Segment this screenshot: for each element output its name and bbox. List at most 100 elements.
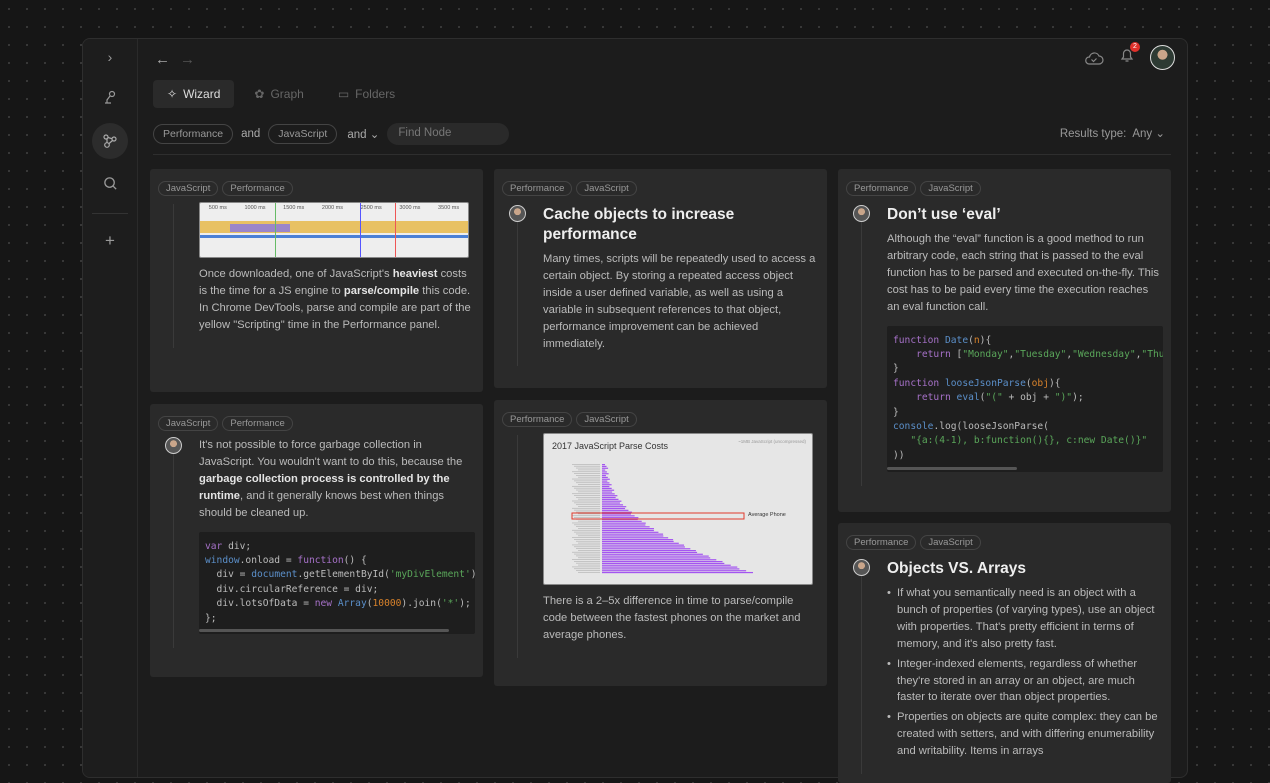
author-avatar bbox=[853, 205, 870, 222]
bar-label bbox=[572, 515, 600, 517]
bar-label bbox=[578, 476, 600, 478]
graph-icon: ✿ bbox=[254, 87, 265, 101]
chevron-down-icon: ⌄ bbox=[369, 129, 380, 141]
bar-label bbox=[572, 464, 600, 465]
filter-tag-performance[interactable]: Performance bbox=[153, 124, 234, 144]
tab-wizard[interactable]: ✧ Wizard bbox=[153, 80, 235, 108]
notifications-button[interactable]: 2 bbox=[1120, 42, 1140, 68]
bar bbox=[602, 511, 632, 513]
bar-label bbox=[578, 513, 600, 515]
tag[interactable]: JavaScript bbox=[576, 181, 637, 196]
bar-label bbox=[576, 511, 600, 513]
search-nav-button[interactable] bbox=[92, 165, 128, 201]
bar-label bbox=[578, 550, 600, 551]
text: , and it generally knows best when thing… bbox=[199, 489, 445, 519]
bar-label bbox=[572, 529, 600, 531]
bar-label bbox=[572, 522, 600, 524]
list-item: Integer-indexed elements, regardless of … bbox=[887, 656, 1163, 707]
bar-label bbox=[574, 524, 600, 526]
card-cache-objects[interactable]: Performance JavaScript Cache objects to i… bbox=[494, 169, 827, 388]
expand-sidebar-button[interactable]: › bbox=[92, 39, 128, 75]
sidebar-divider bbox=[92, 213, 128, 214]
tab-graph[interactable]: ✿ Graph bbox=[240, 80, 317, 108]
card-parse-compile[interactable]: JavaScript Performance 500 ms 1000 ms 1500 … bbox=[150, 169, 483, 392]
bar-label bbox=[572, 507, 600, 509]
tag[interactable]: Performance bbox=[222, 181, 293, 196]
bar-label bbox=[576, 570, 600, 571]
lamp-button[interactable] bbox=[92, 79, 128, 115]
bar-label bbox=[574, 546, 600, 548]
bar bbox=[602, 467, 609, 469]
bar-label bbox=[574, 539, 600, 540]
bar bbox=[602, 542, 679, 544]
bar-label bbox=[572, 485, 600, 487]
bar bbox=[602, 509, 629, 511]
user-avatar[interactable] bbox=[1150, 45, 1175, 70]
cloud-sync-icon[interactable] bbox=[1084, 51, 1104, 65]
code-scrollbar[interactable] bbox=[199, 628, 449, 632]
tag[interactable]: Performance bbox=[846, 535, 917, 550]
bar bbox=[602, 498, 619, 500]
bar-label bbox=[576, 548, 600, 549]
bar-label bbox=[574, 465, 600, 467]
bar bbox=[602, 506, 627, 508]
bar-label bbox=[578, 498, 600, 500]
back-button[interactable]: ← bbox=[155, 51, 170, 68]
bar bbox=[602, 480, 608, 482]
tag[interactable]: JavaScript bbox=[576, 412, 637, 427]
bar-label bbox=[576, 489, 600, 491]
tag[interactable]: JavaScript bbox=[920, 181, 981, 196]
bar-label bbox=[578, 535, 600, 537]
code-scrollbar[interactable] bbox=[887, 466, 1017, 470]
bar-label bbox=[576, 555, 600, 557]
bar-label bbox=[574, 480, 600, 482]
tag[interactable]: Performance bbox=[502, 412, 573, 427]
tab-label: Folders bbox=[355, 87, 396, 101]
bar-label bbox=[574, 517, 600, 518]
tag[interactable]: JavaScript bbox=[158, 416, 219, 431]
add-button[interactable]: + bbox=[92, 223, 128, 259]
bar-label bbox=[572, 566, 600, 568]
bar bbox=[602, 562, 725, 565]
card-parse-costs[interactable]: Performance JavaScript 2017 JavaScript Pa… bbox=[494, 400, 827, 686]
bar-label bbox=[572, 537, 600, 538]
bar bbox=[602, 570, 747, 572]
tag[interactable]: Performance bbox=[222, 416, 293, 431]
tag[interactable]: Performance bbox=[502, 181, 573, 196]
forward-button[interactable]: → bbox=[180, 51, 195, 68]
folder-icon: ▭ bbox=[337, 87, 350, 101]
and-operator-dropdown[interactable]: and ⌄ bbox=[347, 127, 379, 141]
bar bbox=[602, 557, 711, 559]
tab-folders[interactable]: ▭ Folders bbox=[324, 80, 409, 108]
bar-label bbox=[578, 557, 600, 559]
card-dont-use-eval[interactable]: Performance JavaScript Don’t use ‘eval’ A… bbox=[838, 169, 1171, 512]
card-text: There is a 2–5x difference in time to pa… bbox=[543, 595, 801, 641]
tag[interactable]: Performance bbox=[846, 181, 917, 196]
results-type-select[interactable]: Results type: Any ⌄ bbox=[1060, 126, 1165, 140]
bold-text: heaviest bbox=[392, 268, 438, 280]
card-title: Objects VS. Arrays bbox=[887, 560, 1026, 577]
bar bbox=[602, 533, 664, 535]
and-operator: and bbox=[241, 128, 261, 140]
bar bbox=[602, 465, 607, 468]
tag[interactable]: JavaScript bbox=[920, 535, 981, 550]
bar bbox=[602, 529, 654, 532]
bar-label bbox=[572, 478, 600, 480]
bar-label bbox=[576, 562, 600, 564]
code-block: function Date(n){ return ["Monday","Tues… bbox=[887, 325, 1163, 472]
bar-label bbox=[572, 544, 600, 546]
notification-badge: 2 bbox=[1130, 42, 1140, 52]
bar bbox=[602, 504, 624, 506]
find-node-input[interactable]: Find Node bbox=[387, 123, 510, 145]
card-garbage-collection[interactable]: JavaScript Performance It's not possible … bbox=[150, 404, 483, 677]
tag[interactable]: JavaScript bbox=[158, 181, 219, 196]
graph-nav-button[interactable] bbox=[92, 123, 128, 159]
lamp-icon bbox=[105, 90, 116, 104]
search-icon bbox=[103, 176, 117, 190]
card-text: Although the “eval” function is a good m… bbox=[887, 233, 1159, 313]
bar bbox=[602, 473, 609, 475]
bar-label bbox=[578, 491, 600, 493]
card-objects-vs-arrays[interactable]: Performance JavaScript Objects VS. Arrays… bbox=[838, 523, 1171, 783]
bar-label bbox=[572, 493, 600, 495]
filter-tag-javascript[interactable]: JavaScript bbox=[268, 124, 338, 144]
